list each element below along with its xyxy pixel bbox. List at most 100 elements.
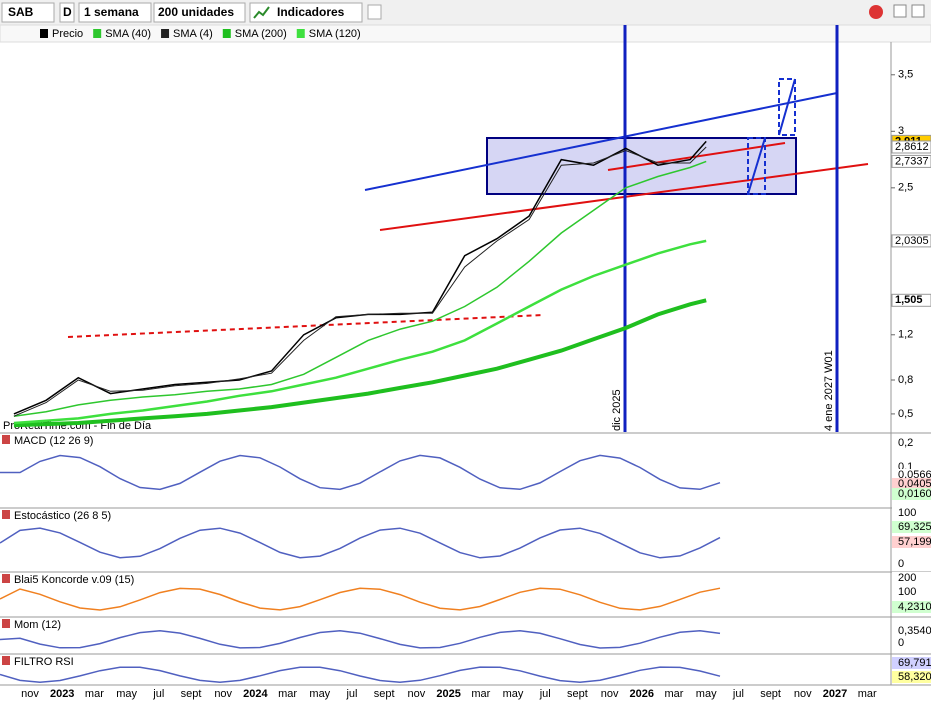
price-marker [891,234,931,248]
panel-label: 0,0160 [898,488,931,500]
close-button[interactable] [911,4,925,18]
x-tick-label: mar [278,688,297,700]
y-tick-label: 3 [898,125,904,137]
panel-title: Mom (12) [14,619,61,631]
legend-label: SMA (120) [309,28,361,40]
minimize-button[interactable] [893,4,907,18]
panel-label: 200 [898,572,916,584]
panel-label: 58,320 [898,671,931,683]
panel-label: 69,325 [898,521,931,533]
x-tick-label: 2024 [243,688,268,700]
x-tick-label: 2026 [630,688,654,700]
x-tick-label: may [309,688,330,700]
panel-label: 4,2310 [898,601,931,613]
y-tick-label: 3,5 [898,69,913,81]
x-tick-label: jul [152,688,164,700]
panel-label-bg [892,637,931,649]
projection-arrow [778,78,796,136]
indicator-line [0,587,721,611]
x-tick-label: mar [85,688,104,700]
indicators-icon [253,6,270,19]
x-tick-label: sept [567,688,588,700]
units: 200 unidades [158,5,234,19]
legend-label: Precio [52,28,83,40]
panel-title-bg [2,510,10,519]
symbol: SAB [8,5,34,19]
price-marker-label: 1,505 [895,294,923,306]
mode-box[interactable] [59,2,75,23]
y-tick-label: 0,5 [898,408,913,420]
panel-title: Blai5 Koncorde v.09 (15) [14,574,134,586]
panel-label: 0 [898,558,904,570]
units-box[interactable] [153,2,246,23]
panel-label-bg [892,586,931,598]
x-tick-label: nov [21,688,39,700]
panel-title: FILTRO RSI [14,656,74,668]
legend-swatch [93,29,102,38]
x-tick-label: sept [374,688,395,700]
price-marker-label: 2,0305 [895,235,929,247]
trend-line [364,92,838,191]
series-line [13,298,707,428]
refresh-icon[interactable] [869,5,883,19]
x-tick-label: jul [345,688,357,700]
legend-swatch [161,29,170,38]
panel-label: 0 [898,637,904,649]
series-line [13,239,707,425]
legend-swatch [40,29,48,38]
settings-button[interactable] [367,4,382,20]
y-tick-label: 1,2 [898,329,913,341]
x-tick-label: sept [181,688,202,700]
period-box[interactable] [78,2,152,23]
panel-label: 0,2 [898,437,913,449]
x-tick-label: nov [794,688,812,700]
legend-label: SMA (40) [105,28,151,40]
x-tick-label: mar [858,688,877,700]
panel-title-bg [2,574,10,583]
legend-swatch [222,29,231,38]
panel-label-bg [892,536,931,548]
panel-title: Estocástico (26 8 5) [14,510,111,522]
panel-label-bg [892,625,931,637]
panel-label-bg [892,657,931,669]
panel-label-bg [892,558,931,570]
legend-label: SMA (4) [173,28,213,40]
panels: MACD (12 26 9) 0,20,10,05660,04050,0160Es… [0,432,931,683]
x-tick-label: jul [732,688,744,700]
series-line [13,146,707,417]
indicators: Indicadores [277,5,345,19]
panel-title: MACD (12 26 9) [14,435,93,447]
price-marker [891,293,931,307]
vline-label: dic 2025 [611,389,623,431]
x-tick-label: sept [760,688,781,700]
x-tick-label: jul [539,688,551,700]
x-tick-label: 2025 [436,688,460,700]
y-tick-label: 0,8 [898,374,913,386]
legend-bar [0,24,931,43]
x-tick-label: mar [665,688,684,700]
projection-box [747,137,766,195]
period: 1 semana [84,5,139,19]
panel-title-bg [2,656,10,665]
indicator-line [0,527,721,559]
panel-label-bg [892,507,931,519]
legend: Precio SMA (40) SMA (4) SMA (200) SMA (120) [40,28,361,40]
panel-label-bg [892,437,931,449]
projection-box [778,78,796,136]
legend-label: SMA (200) [235,28,287,40]
symbol-box[interactable] [1,2,55,23]
panel-label: 100 [898,586,916,598]
x-tick-label: mar [471,688,490,700]
price-marker [891,140,931,154]
mode: D [63,5,72,19]
panel-label-bg [892,478,931,490]
range-box [486,137,797,195]
panel-label: 0,3540 [898,625,931,637]
price-marker [891,154,931,168]
y-tick-label: 2,5 [898,182,913,194]
panel-label: 100 [898,507,916,519]
x-tick-label: may [503,688,524,700]
indicators-box[interactable] [249,2,363,23]
